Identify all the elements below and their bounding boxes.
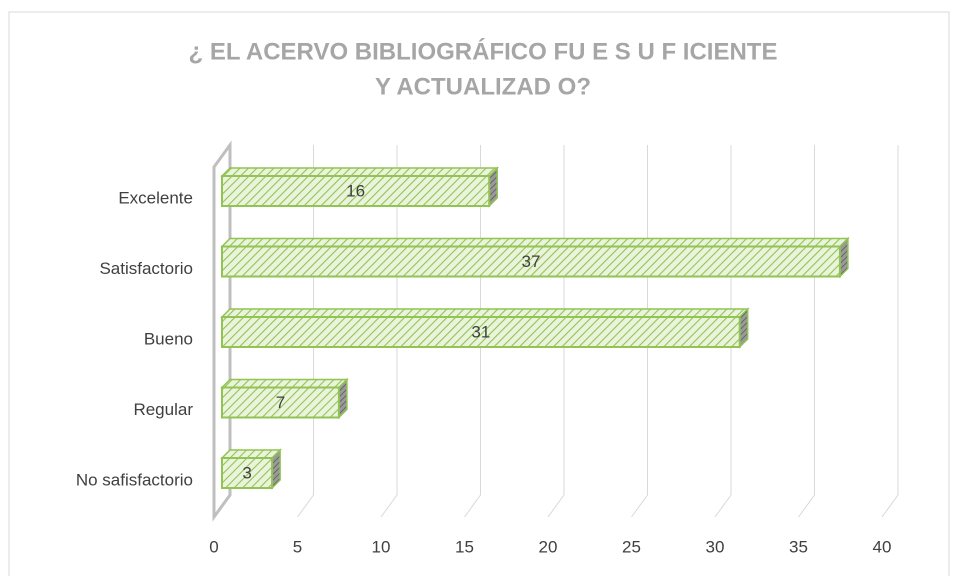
bar-top xyxy=(220,378,349,389)
x-tick-label: 20 xyxy=(539,537,558,556)
data-label: 37 xyxy=(521,252,540,271)
data-label: 16 xyxy=(346,181,365,200)
side-wall xyxy=(212,140,232,522)
grid-line xyxy=(881,145,899,518)
bar-top xyxy=(220,308,750,318)
x-tick-label: 0 xyxy=(209,537,218,556)
chart-title: Y ACTUALIZAD O? xyxy=(375,73,591,100)
x-tick-label: 15 xyxy=(455,537,474,556)
bar xyxy=(221,245,841,278)
bar xyxy=(221,457,274,489)
x-tick-label: 5 xyxy=(293,537,302,556)
x-tick-label: 35 xyxy=(789,537,808,556)
y-tick-label: No safisfactorio xyxy=(76,470,193,489)
y-tick-label: Regular xyxy=(133,400,193,419)
bar xyxy=(221,386,340,419)
y-tick-label: Excelente xyxy=(118,188,193,207)
chart-title: ¿ EL ACERVO BIBLIOGRÁFICO FU E S U F ICI… xyxy=(189,37,778,65)
data-label: 3 xyxy=(242,463,251,482)
x-tick-label: 40 xyxy=(873,537,892,556)
bar-top xyxy=(220,449,282,459)
x-tick-label: 10 xyxy=(372,537,391,556)
y-tick-label: Bueno xyxy=(144,329,193,348)
bar-top xyxy=(220,167,500,177)
bar xyxy=(221,316,741,348)
bar xyxy=(221,175,491,207)
chart-border xyxy=(8,11,950,576)
x-tick-label: 30 xyxy=(706,537,725,556)
data-label: 7 xyxy=(276,393,285,412)
bar-top xyxy=(220,237,850,248)
data-label: 31 xyxy=(471,322,490,341)
x-tick-label: 25 xyxy=(622,537,641,556)
y-tick-label: Satisfactorio xyxy=(99,259,193,278)
